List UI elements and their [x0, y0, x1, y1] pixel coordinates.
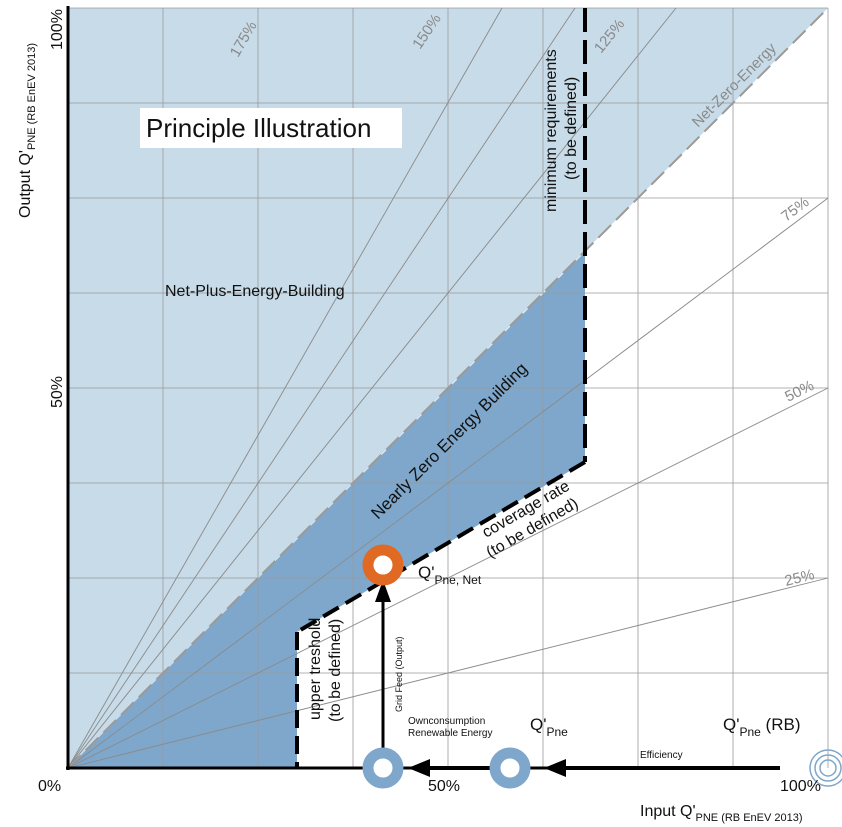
- grid-feed-label: Grid Feed (Output): [394, 636, 404, 712]
- min-req-label-2: (to be defined): [563, 77, 580, 180]
- net-zero-line: [67, 7, 829, 769]
- y-axis-title: Output Q'PNE (RB EnEV 2013): [17, 43, 38, 218]
- net-plus-label: Net-Plus-Energy-Building: [165, 283, 345, 300]
- percentage-rays: [67, 7, 829, 769]
- grid-feed-arrowhead: [375, 580, 391, 602]
- y-tick-50: 50%: [49, 376, 66, 408]
- qpne-marker: [489, 747, 531, 789]
- qnet-marker: [362, 544, 404, 586]
- qrb-marker: [809, 749, 842, 787]
- upper-label-1: upper treshold: [307, 618, 324, 720]
- pct-25-label: 25%: [783, 566, 816, 590]
- qrb-label: Q'Pne (RB): [723, 715, 801, 739]
- title-box: [140, 108, 402, 148]
- qpne-net-start-marker: [362, 747, 404, 789]
- efficiency-label: Efficiency: [640, 750, 683, 761]
- x-axis-title: Input Q'PNE (RB EnEV 2013): [640, 803, 803, 824]
- min-req-label-1: minimum requirements: [543, 49, 560, 212]
- coverage-rate-line: [295, 460, 587, 634]
- qnet-label: Q'Pne, Net: [418, 563, 482, 587]
- qpne-label: Q'Pne: [530, 715, 568, 739]
- own-label-2: Renewable Energy: [408, 728, 493, 739]
- title: Principle Illustration: [146, 113, 371, 143]
- own-consumption-arrowhead: [408, 759, 430, 777]
- pct-50-label: 50%: [782, 377, 816, 405]
- y-tick-100: 100%: [49, 9, 66, 50]
- x-tick-50: 50%: [428, 778, 460, 795]
- x-tick-100: 100%: [780, 778, 821, 795]
- own-label-1: Ownconsumption: [408, 716, 485, 727]
- origin-label: 0%: [38, 778, 61, 795]
- efficiency-arrowhead: [544, 759, 566, 777]
- upper-label-2: (to be defined): [327, 619, 344, 722]
